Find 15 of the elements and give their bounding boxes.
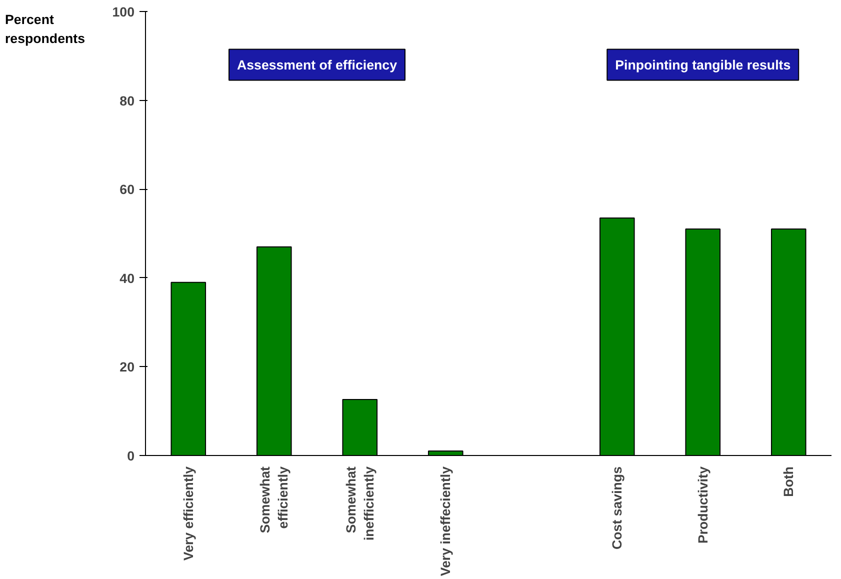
x-tick-label: Very ineffeciently bbox=[438, 466, 454, 576]
x-tick-label: Somewhat efficiently bbox=[258, 466, 291, 534]
y-axis-title: Percent respondents bbox=[5, 11, 86, 48]
x-tick-label: Productivity bbox=[695, 466, 710, 544]
y-tick-label: 40 bbox=[120, 270, 135, 286]
y-tick-label: 100 bbox=[112, 4, 135, 20]
y-tick-label: 80 bbox=[120, 93, 135, 108]
annotation: Pinpointing tangible results bbox=[615, 57, 791, 72]
annotation: Assessment of efficiency bbox=[237, 57, 398, 72]
x-tick-label: Both bbox=[781, 466, 796, 497]
x-tick-label: Very efficiently bbox=[180, 466, 196, 561]
y-tick-label: 20 bbox=[120, 360, 135, 375]
x-tick-label: Cost savings bbox=[610, 466, 625, 550]
y-tick-label: 60 bbox=[120, 182, 135, 198]
y-tick-label: 0 bbox=[127, 448, 135, 464]
